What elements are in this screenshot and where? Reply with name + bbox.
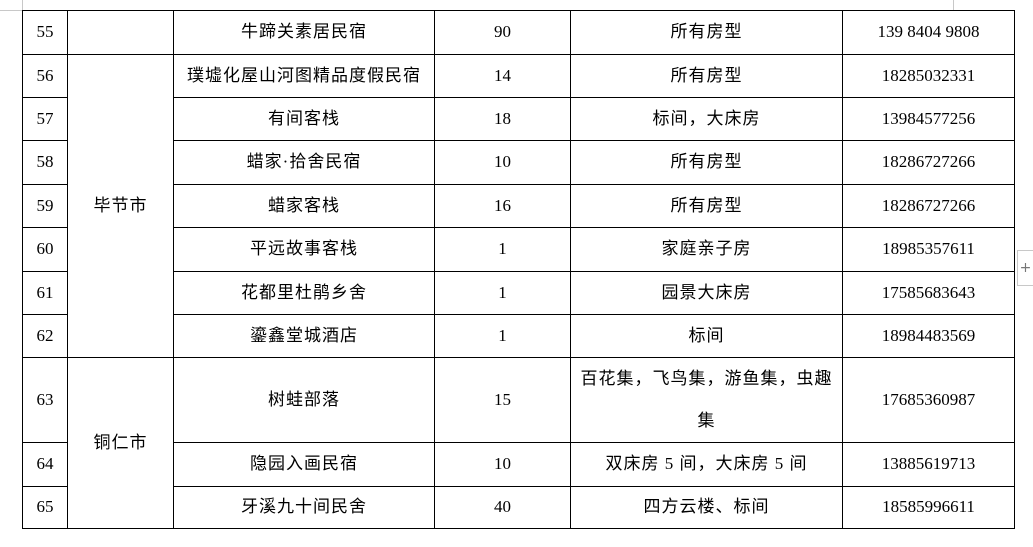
table-row: 59 蜡家客栈 16 所有房型 18286727266: [22, 184, 1015, 228]
homestay-name: 蜡家·拾舍民宿: [173, 140, 435, 185]
add-row-button[interactable]: +: [1017, 250, 1033, 286]
room-type: 双床房 5 间，大床房 5 间: [570, 442, 843, 487]
room-type: 四方云楼、标间: [570, 486, 843, 529]
room-count: 18: [434, 97, 571, 141]
table-row: 64 隐园入画民宿 10 双床房 5 间，大床房 5 间 13885619713: [22, 442, 1015, 487]
homestay-name: 蜡家客栈: [173, 184, 435, 228]
homestay-name: 平远故事客栈: [173, 227, 435, 272]
row-number: 63: [22, 357, 68, 443]
room-count: 1: [434, 314, 571, 358]
region-cell: 铜仁市: [67, 357, 174, 529]
homestay-name: 树蛙部落: [173, 357, 435, 443]
phone: 18585996611: [842, 486, 1015, 529]
homestay-name: 有间客栈: [173, 97, 435, 141]
room-count: 90: [434, 10, 571, 55]
phone: 17585683643: [842, 271, 1015, 315]
homestay-table: 55 牛蹄关素居民宿 90 所有房型 139 8404 9808 56 毕节市 …: [22, 10, 1015, 529]
table-row: 55 牛蹄关素居民宿 90 所有房型 139 8404 9808: [22, 10, 1015, 55]
row-number: 59: [22, 184, 68, 228]
row-number: 55: [22, 10, 68, 55]
row-number: 56: [22, 54, 68, 98]
phone: 13885619713: [842, 442, 1015, 487]
row-number: 65: [22, 486, 68, 529]
phone: 17685360987: [842, 357, 1015, 443]
table-row: 60 平远故事客栈 1 家庭亲子房 18985357611: [22, 227, 1015, 272]
table-row: 65 牙溪九十间民舍 40 四方云楼、标间 18585996611: [22, 486, 1015, 529]
phone: 18984483569: [842, 314, 1015, 358]
room-count: 16: [434, 184, 571, 228]
row-number: 62: [22, 314, 68, 358]
room-count: 1: [434, 271, 571, 315]
room-type: 家庭亲子房: [570, 227, 843, 272]
region-cell: 毕节市: [67, 54, 174, 358]
homestay-name: 鎏鑫堂城酒店: [173, 314, 435, 358]
row-number: 61: [22, 271, 68, 315]
phone: 18985357611: [842, 227, 1015, 272]
room-count: 40: [434, 486, 571, 529]
region-cell: [67, 10, 174, 55]
phone: 18286727266: [842, 184, 1015, 228]
homestay-name: 花都里杜鹃乡舍: [173, 271, 435, 315]
table-row: 63 铜仁市 树蛙部落 15 百花集，飞鸟集，游鱼集，虫趣集 176853609…: [22, 357, 1015, 529]
row-number: 64: [22, 442, 68, 487]
homestay-name: 隐园入画民宿: [173, 442, 435, 487]
margin-mark: [953, 0, 954, 10]
room-type: 园景大床房: [570, 271, 843, 315]
room-count: 10: [434, 140, 571, 185]
room-type: 所有房型: [570, 10, 843, 55]
homestay-name: 牙溪九十间民舍: [173, 486, 435, 529]
room-type: 标间: [570, 314, 843, 358]
room-count: 10: [434, 442, 571, 487]
margin-mark: [22, 0, 23, 10]
row-number: 60: [22, 227, 68, 272]
phone: 13984577256: [842, 97, 1015, 141]
room-type: 百花集，飞鸟集，游鱼集，虫趣集: [570, 357, 843, 443]
table-row: 58 蜡家·拾舍民宿 10 所有房型 18286727266: [22, 140, 1015, 185]
phone: 18285032331: [842, 54, 1015, 98]
phone: 139 8404 9808: [842, 10, 1015, 55]
table-row: 57 有间客栈 18 标间，大床房 13984577256: [22, 97, 1015, 141]
room-type: 所有房型: [570, 54, 843, 98]
room-type: 标间，大床房: [570, 97, 843, 141]
room-type: 所有房型: [570, 184, 843, 228]
room-count: 15: [434, 357, 571, 443]
homestay-name: 璞墟化屋山河图精品度假民宿: [173, 54, 435, 98]
homestay-name: 牛蹄关素居民宿: [173, 10, 435, 55]
margin-mark: [0, 10, 22, 11]
table-row: 56 毕节市 璞墟化屋山河图精品度假民宿 14 所有房型 18285032331: [22, 54, 1015, 358]
row-number: 57: [22, 97, 68, 141]
room-type: 所有房型: [570, 140, 843, 185]
row-number: 58: [22, 140, 68, 185]
phone: 18286727266: [842, 140, 1015, 185]
room-count: 1: [434, 227, 571, 272]
room-count: 14: [434, 54, 571, 98]
